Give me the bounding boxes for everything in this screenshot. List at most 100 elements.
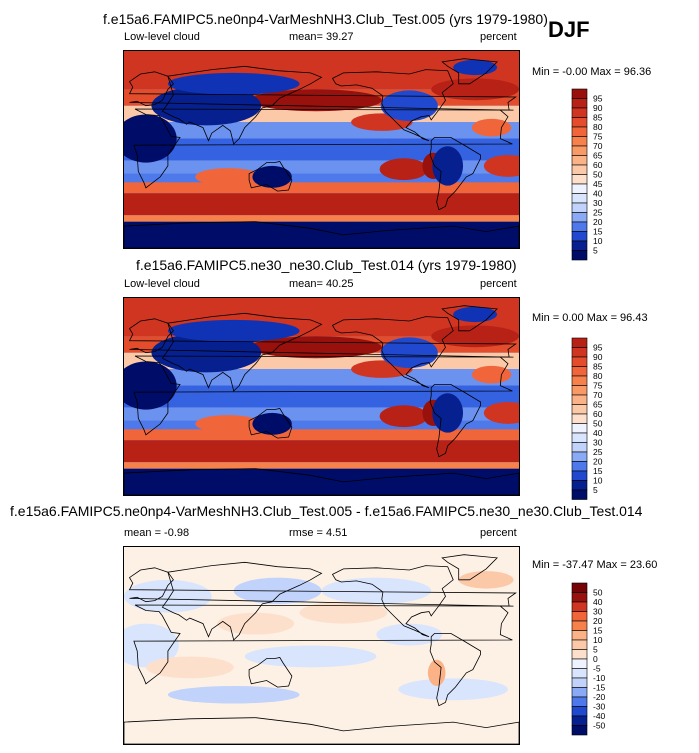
panel3-colorbar-swatch-10 — [571, 677, 588, 688]
panel2-colorbar-swatch-11 — [571, 442, 588, 453]
panel1-dry-blob-2 — [252, 165, 292, 188]
panel2-colorbar-tick-label-8: 50 — [593, 419, 603, 429]
panel2-mean: mean= 40.25 — [289, 278, 354, 290]
panel1-dry-blob-3 — [432, 146, 464, 186]
panel2-dry-blob-2 — [252, 412, 292, 435]
panel3-neg-blob-7 — [376, 623, 443, 646]
panel2-colorbar-tick-label-12: 20 — [593, 457, 603, 467]
panel1-coastline-6 — [441, 58, 498, 85]
panel3-colorbar-swatch-4 — [571, 620, 588, 631]
panel2-colorbar-swatch-15 — [571, 480, 588, 491]
panel2-colorbar-swatch-8 — [571, 413, 588, 424]
panel1-colorbar-swatch-9 — [571, 174, 588, 185]
panel2-colorbar-tick-label-14: 10 — [593, 476, 603, 486]
panel1-colorbar-tick-label-1: 90 — [593, 103, 603, 113]
panel3-neg-blob-6 — [167, 685, 300, 704]
panel2-variable: Low-level cloud — [124, 278, 200, 290]
panel1-antarctic — [124, 221, 519, 248]
panel2-coastline-4 — [161, 312, 323, 392]
panel1-coastline-4 — [161, 65, 323, 145]
panel2-colorbar-tick-label-15: 5 — [593, 485, 598, 495]
panel2-colorbar-tick-label-11: 25 — [593, 447, 603, 457]
panel1-colorbar-swatch-4 — [571, 126, 588, 137]
panel2-coastline-0 — [331, 316, 454, 389]
panel1-deck-blob-3 — [195, 168, 262, 186]
panel1-coastline-5 — [248, 161, 293, 192]
panel3-mean: mean = -0.98 — [124, 527, 190, 539]
panel2-colorbar-swatch-10 — [571, 432, 588, 443]
panel2-colorbar-tick-label-4: 75 — [593, 381, 603, 391]
panel2-range: Min = 0.00 Max = 96.43 — [532, 312, 648, 324]
panel2-colorbar-swatch-6 — [571, 394, 588, 405]
panel2-colorbar-swatch-14 — [571, 470, 588, 481]
panel3-colorbar-tick-label-6: 5 — [593, 645, 598, 655]
panel3-range: Min = -37.47 Max = 23.60 — [532, 559, 658, 571]
panel1-dry-blob-0 — [124, 114, 177, 163]
panel1-colorbar-swatch-16 — [571, 240, 588, 251]
panel2-deck-blob-0 — [379, 405, 428, 428]
panel2-deck-blob-5 — [471, 365, 512, 384]
panel1-dry-blob-1 — [151, 86, 262, 126]
panel1-title: f.e15a6.FAMIPC5.ne0np4-VarMeshNH3.Club_T… — [103, 11, 548, 27]
panel2-dry-blob-6 — [453, 306, 498, 323]
panel3-colorbar-swatch-14 — [571, 715, 588, 726]
panel2-antarctic — [124, 468, 519, 495]
panel1-colorbar-tick-label-9: 45 — [593, 179, 603, 189]
panel1-colorbar-swatch-11 — [571, 193, 588, 204]
panel2-dry-blob-1 — [151, 333, 262, 373]
panel3-pos-blob-0 — [217, 612, 295, 635]
panel3-colorbar-tick-label-3: 20 — [593, 616, 603, 626]
panel3-colorbar-tick-label-5: 10 — [593, 635, 603, 645]
panel2-colorbar: 95 90 85 80 75 70 65 60 50 40 30 25 20 15 10 5 — [571, 337, 622, 502]
panel3-colorbar-tick-label-2: 30 — [593, 607, 603, 617]
panel3-coastline-1 — [429, 633, 481, 707]
panel1-map — [123, 50, 520, 249]
panel2-colorbar-tick-label-2: 85 — [593, 362, 603, 372]
panel1-colorbar-tick-label-16: 5 — [593, 246, 598, 256]
panel2-colorbar-swatch-0 — [571, 337, 588, 348]
panel1-colorbar-swatch-12 — [571, 202, 588, 213]
panel3-colorbar-tick-label-12: -30 — [593, 702, 606, 712]
panel1-range: Min = -0.00 Max = 96.36 — [532, 66, 652, 78]
panel2-coastline-1 — [429, 384, 481, 458]
panel1-colorbar-tick-label-15: 10 — [593, 236, 603, 246]
panel2-units: percent — [480, 278, 517, 290]
panel3-map — [123, 546, 520, 745]
panel1-colorbar-tick-label-14: 15 — [593, 227, 603, 237]
panel2-colorbar-tick-label-5: 70 — [593, 390, 603, 400]
panel3-colorbar-tick-label-10: -15 — [593, 683, 606, 693]
panel1-colorbar-swatch-8 — [571, 164, 588, 175]
panel1-deck-blob-2 — [483, 154, 519, 177]
panel1-colorbar-tick-label-3: 80 — [593, 122, 603, 132]
panel1-colorbar-swatch-5 — [571, 136, 588, 147]
panel2-colorbar-tick-label-13: 15 — [593, 466, 603, 476]
panel1-colorbar-swatch-2 — [571, 107, 588, 118]
panel2-colorbar-swatch-1 — [571, 347, 588, 358]
panel2-south-zone-2 — [124, 462, 519, 469]
panel3-colorbar-swatch-15 — [571, 725, 588, 736]
panel3-colorbar-swatch-11 — [571, 687, 588, 698]
panel1-colorbar-swatch-1 — [571, 98, 588, 109]
panel1-colorbar-swatch-10 — [571, 183, 588, 194]
panel3-neg-blob-4 — [244, 645, 377, 668]
panel2-colorbar-swatch-5 — [571, 385, 588, 396]
panel2-coastline-2 — [133, 355, 514, 436]
panel3-colorbar-tick-label-14: -50 — [593, 721, 606, 731]
panel3-pos-blob-1 — [299, 601, 388, 624]
panel3-colorbar-swatch-13 — [571, 706, 588, 717]
panel1-coastline-0 — [331, 69, 454, 142]
panel1-colorbar-tick-label-7: 60 — [593, 160, 603, 170]
panel1-deck-blob-5 — [471, 118, 512, 137]
panel3-pos-blob-2 — [458, 571, 514, 589]
panel2-colorbar-swatch-4 — [571, 375, 588, 386]
panel2-colorbar-swatch-9 — [571, 423, 588, 434]
panel3-colorbar-swatch-6 — [571, 639, 588, 650]
panel2-colorbar-swatch-13 — [571, 461, 588, 472]
panel3-pos-blob-4 — [145, 656, 234, 679]
panel2-deck-blob-2 — [483, 401, 519, 424]
panel1-colorbar-swatch-13 — [571, 212, 588, 223]
panel1-colorbar-swatch-0 — [571, 88, 588, 99]
panel1-colorbar-tick-label-4: 75 — [593, 132, 603, 142]
panel1-colorbar-swatch-6 — [571, 145, 588, 156]
panel1-coastline-1 — [429, 137, 481, 211]
